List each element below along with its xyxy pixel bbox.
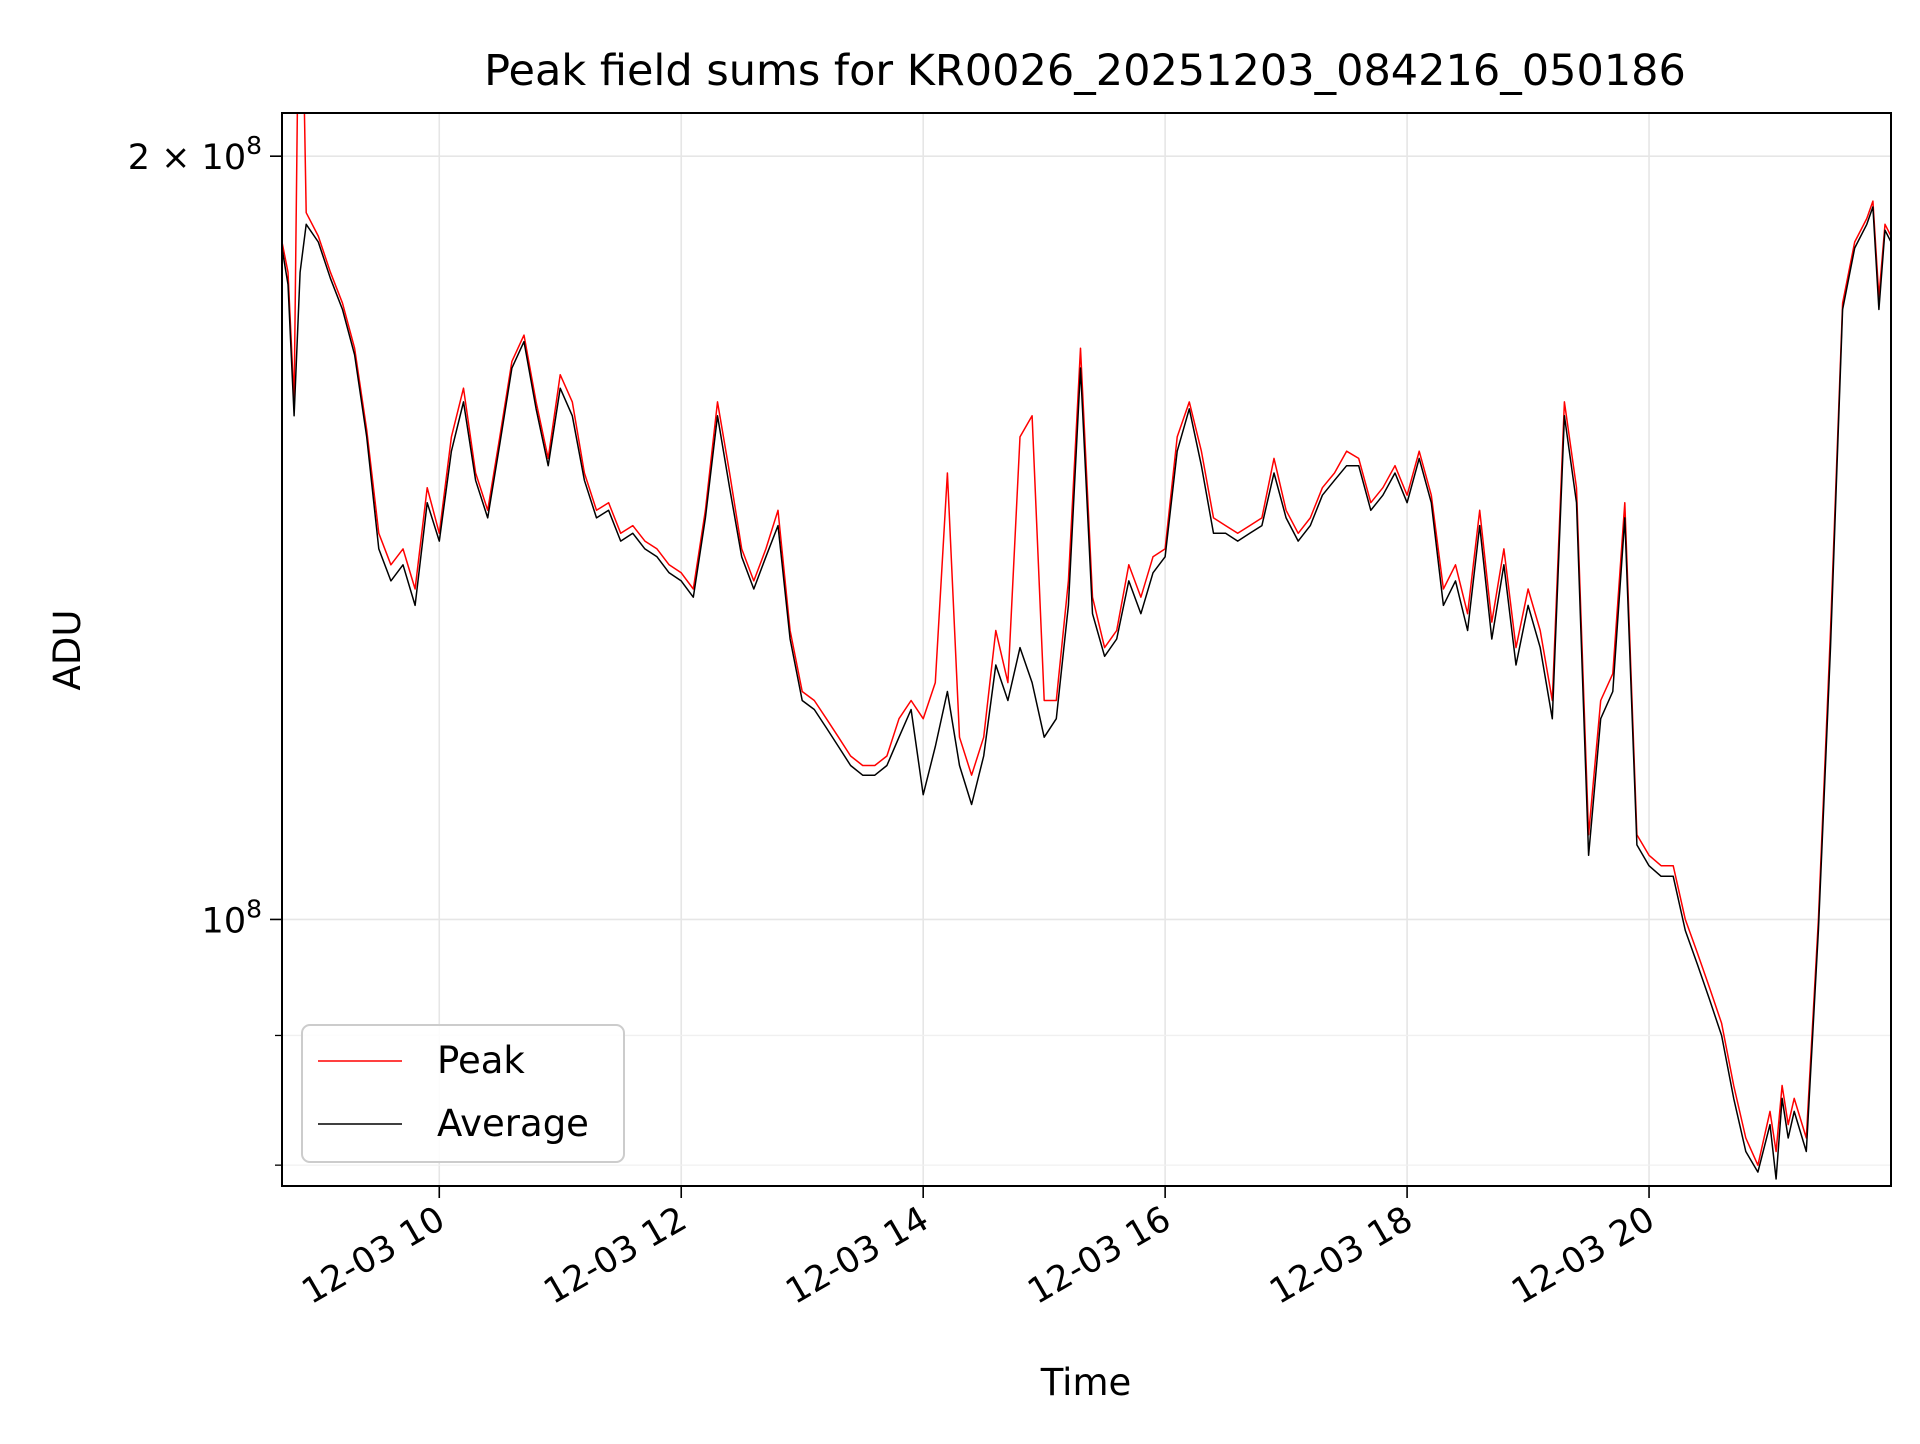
y-tick-label-exponent: 8: [246, 131, 262, 160]
legend-label-peak: Peak: [437, 1039, 525, 1082]
legend: Peak Average: [301, 1024, 625, 1163]
y-tick-label-exponent: 8: [246, 894, 262, 923]
chart-title: Peak field sums for KR0026_20251203_0842…: [484, 46, 1686, 96]
grid: [282, 113, 1891, 1186]
legend-box: [301, 1024, 625, 1163]
series-line-average: [282, 206, 1891, 1180]
legend-label-average: Average: [437, 1102, 589, 1145]
plot-frame: [281, 112, 1892, 1187]
y-tick-label-base: 2 × 10: [128, 138, 246, 178]
series-layer: [282, 113, 1891, 1180]
y-tick-label: 108: [202, 894, 262, 941]
y-axis-label: ADU: [46, 610, 89, 691]
series-line-peak: [282, 113, 1891, 1166]
y-tick-label: 2 × 108: [128, 131, 262, 178]
x-axis-label: Time: [1040, 1361, 1132, 1404]
y-tick-label-base: 10: [202, 901, 247, 941]
